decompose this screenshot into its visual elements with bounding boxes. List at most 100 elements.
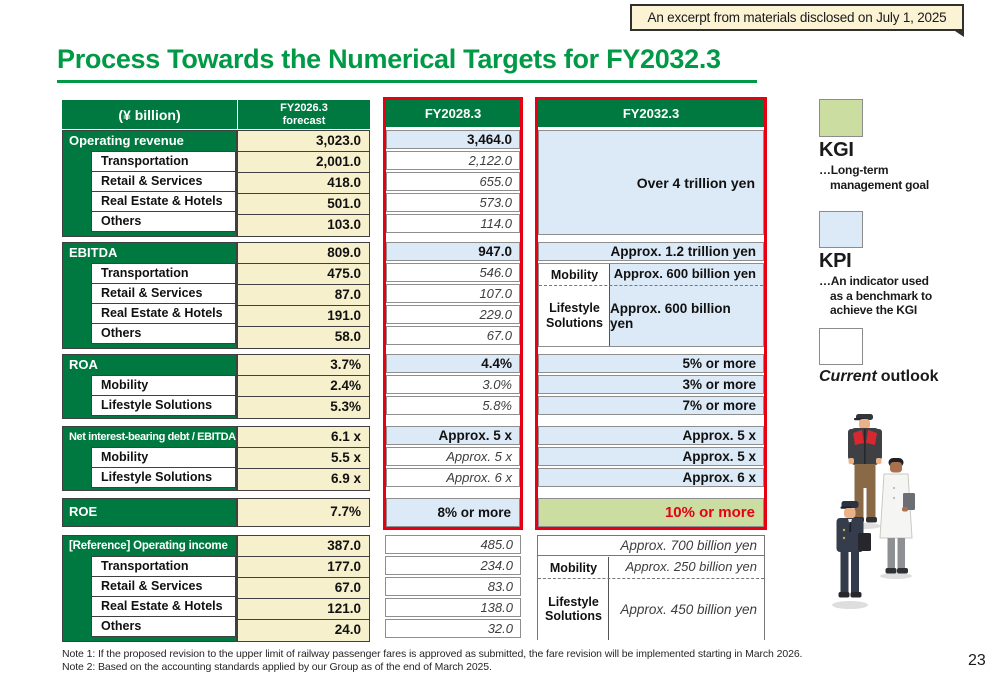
- row-label: Retail & Services: [91, 171, 236, 192]
- value-cell: 87.0: [238, 285, 369, 306]
- value-cell: 3,464.0: [386, 130, 520, 149]
- row-label: Others: [91, 616, 236, 637]
- fy2028-revenue: 3,464.0 2,122.0 655.0 573.0 114.0: [386, 130, 520, 235]
- section-roa-labels: ROA Mobility Lifestyle Solutions: [62, 354, 237, 419]
- value-cell: 7.7%: [330, 504, 361, 519]
- page-title: Process Towards the Numerical Targets fo…: [57, 44, 721, 74]
- title-underline: [57, 80, 757, 83]
- lifestyle-label: Lifestyle Solutions: [546, 301, 603, 330]
- dashed-divider: [538, 578, 764, 579]
- value-cell: 3,023.0: [238, 131, 369, 152]
- value-cell: 5% or more: [538, 354, 764, 373]
- dashed-divider: [539, 285, 763, 286]
- value-cell: Approx. 6 x: [538, 468, 764, 487]
- split-label-area: [538, 557, 609, 640]
- value-cell: 24.0: [334, 622, 361, 637]
- row-label: ROA: [69, 357, 98, 372]
- value-cell: Approx. 6 x: [386, 468, 520, 487]
- kpi-desc-line3: achieve the KGI: [830, 303, 918, 318]
- value-cell: Approx. 5 x: [538, 426, 764, 445]
- value-cell: 6.1 x: [238, 427, 369, 448]
- value-cell: 191.0: [238, 306, 369, 327]
- conductor-figure: [836, 501, 871, 598]
- value-cell: 947.0: [386, 242, 520, 261]
- fy2032-ebitda-split: Mobility Approx. 600 billion yen Lifesty…: [538, 263, 764, 347]
- fy2028-roa: 4.4% 3.0% 5.8%: [386, 354, 520, 417]
- value-cell: 67.0: [238, 578, 369, 599]
- value-cell: 3.7%: [238, 355, 369, 376]
- note-1: Note 1: If the proposed revision to the …: [62, 648, 803, 660]
- lifestyle-label: Lifestyle Solutions: [545, 594, 602, 623]
- value-cell: 3.0%: [386, 375, 520, 394]
- value-cell: 58.0: [334, 329, 361, 344]
- split-label-area: [539, 264, 610, 346]
- fy2028-column: FY2028.3 3,464.0 2,122.0 655.0 573.0 114…: [383, 97, 523, 530]
- fy2028-reference: 485.0 234.0 83.0 138.0 32.0: [385, 535, 521, 640]
- section-reference-fy2026: 387.0 177.0 67.0 121.0 24.0: [237, 535, 370, 642]
- fy2032-revenue-target: Over 4 trillion yen: [538, 130, 764, 235]
- value-cell: 501.0: [238, 194, 369, 215]
- header-fy2032: FY2032.3: [538, 100, 764, 127]
- section-ebitda-labels: EBITDA Transportation Retail & Services …: [62, 242, 237, 349]
- value-cell: 121.0: [238, 599, 369, 620]
- mobility-value: Approx. 250 billion yen: [625, 559, 757, 574]
- value-cell: 138.0: [385, 598, 521, 617]
- value-cell: 809.0: [238, 243, 369, 264]
- section-revenue-fy2026: 3,023.0 2,001.0 418.0 501.0 103.0: [237, 130, 370, 237]
- header-fy2026-line2: forecast: [282, 114, 326, 127]
- row-label: Transportation: [91, 151, 236, 172]
- kgi-desc-line1: …Long-term: [819, 163, 889, 177]
- value-cell: 5.3%: [330, 399, 361, 414]
- value-cell: Approx. 5 x: [386, 447, 520, 466]
- row-label: Mobility: [91, 375, 236, 396]
- row-label: Transportation: [91, 263, 236, 284]
- reference-total: Approx. 700 billion yen: [538, 536, 764, 556]
- row-label: Lifestyle Solutions: [91, 395, 236, 416]
- value-cell: Approx. 5 x: [386, 426, 520, 445]
- value-cell: 177.0: [238, 557, 369, 578]
- kgi-desc-line2: management goal: [830, 177, 930, 192]
- section-roe-label: ROE: [62, 498, 237, 527]
- row-label: Operating revenue: [69, 133, 184, 148]
- kpi-desc-line1: …An indicator used: [819, 274, 929, 288]
- row-label: [Reference] Operating income: [69, 540, 228, 552]
- disclosure-banner: An excerpt from materials disclosed on J…: [630, 4, 964, 37]
- section-ebitda-fy2026: 809.0 475.0 87.0 191.0 58.0: [237, 242, 370, 349]
- fy2032-roe-target: 10% or more: [538, 498, 764, 527]
- fy2032-netdebt: Approx. 5 x Approx. 5 x Approx. 6 x: [538, 426, 764, 489]
- kpi-description: …An indicator used as a benchmark to ach…: [819, 274, 932, 318]
- split-value-area: [609, 557, 764, 640]
- scientist-figure: [879, 458, 915, 574]
- row-label: Retail & Services: [91, 576, 236, 597]
- value-cell: 83.0: [385, 577, 521, 596]
- row-label: Others: [91, 211, 236, 232]
- page-number: 23: [968, 652, 986, 669]
- value-cell: 6.9 x: [330, 471, 361, 486]
- section-netdebt-labels: Net interest-bearing debt / EBITDA Mobil…: [62, 426, 237, 491]
- fy2032-column: FY2032.3 Over 4 trillion yen Approx. 1.2…: [535, 97, 767, 530]
- value-cell: 107.0: [386, 284, 520, 303]
- row-label: Others: [91, 323, 236, 344]
- kgi-swatch: [819, 99, 863, 137]
- kpi-label: KPI: [819, 250, 852, 272]
- kgi-label: KGI: [819, 139, 854, 161]
- mobility-value: Approx. 600 billion yen: [613, 266, 756, 281]
- row-label: Real Estate & Hotels: [91, 596, 236, 617]
- section-roa-fy2026: 3.7% 2.4% 5.3%: [237, 354, 370, 419]
- value-cell: 114.0: [386, 214, 520, 233]
- row-label: Retail & Services: [91, 283, 236, 304]
- section-netdebt-fy2026: 6.1 x 5.5 x 6.9 x: [237, 426, 370, 491]
- value-cell: 387.0: [238, 536, 369, 557]
- header-fy2026-line1: FY2026.3: [280, 101, 328, 114]
- value-cell: 546.0: [386, 263, 520, 282]
- value-cell: 573.0: [386, 193, 520, 212]
- value-cell: 7% or more: [538, 396, 764, 415]
- value-cell: 5.5 x: [238, 448, 369, 469]
- fy2032-ebitda: Approx. 1.2 trillion yen Mobility Approx…: [538, 242, 764, 347]
- row-label: ROE: [69, 504, 98, 519]
- outlook-swatch: [819, 328, 863, 365]
- value-cell: 485.0: [385, 535, 521, 554]
- kpi-desc-line2: as a benchmark to: [830, 288, 932, 303]
- row-label: Net interest-bearing debt / EBITDA: [69, 431, 236, 443]
- row-label: Real Estate & Hotels: [91, 303, 236, 324]
